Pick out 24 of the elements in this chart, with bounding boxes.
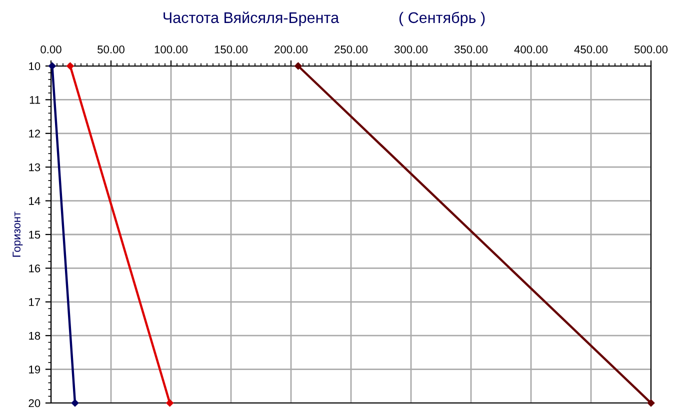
- y-tick-label: 16: [29, 264, 40, 272]
- y-tick-label: 14: [29, 197, 40, 205]
- y-axis-title: Горизонт: [12, 212, 23, 257]
- x-tick-label: 250.00: [334, 46, 368, 54]
- x-tick-label: 200.00: [274, 46, 308, 54]
- y-tick-label: 10: [29, 62, 40, 70]
- x-tick-label: 150.00: [214, 46, 248, 54]
- y-tick-label: 20: [28, 399, 40, 408]
- x-tick-label: 100.00: [154, 46, 188, 54]
- chart-title: Частота Вяйсяля-Брента ( Сентябрь ): [164, 12, 485, 26]
- x-tick-label: 500.00: [634, 46, 668, 54]
- x-tick-label: 350.00: [454, 46, 488, 54]
- y-tick-label: 19: [29, 366, 40, 374]
- y-tick-label: 12: [29, 130, 40, 138]
- y-tick-label: 17: [29, 298, 40, 306]
- y-tick-label: 15: [29, 230, 40, 239]
- x-tick-label: 0.00: [40, 46, 62, 54]
- y-tick-label: 13: [29, 163, 40, 172]
- y-tick-label: 11: [30, 96, 40, 104]
- x-tick-label: 400.00: [514, 46, 548, 54]
- x-tick-label: 450.00: [574, 46, 608, 54]
- x-tick-label: 50.00: [98, 46, 124, 54]
- x-tick-label: 300.00: [394, 46, 428, 54]
- y-tick-label: 18: [29, 332, 40, 340]
